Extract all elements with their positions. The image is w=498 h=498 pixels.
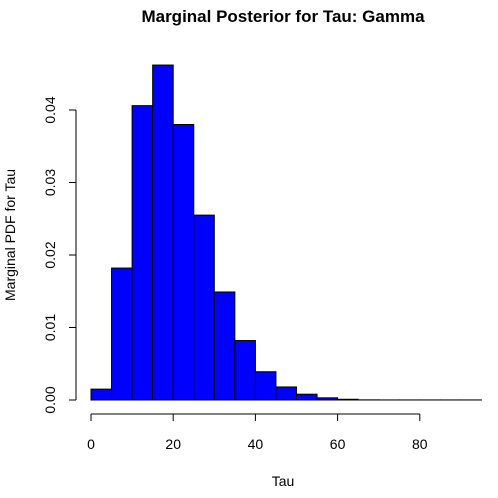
x-axis: 0 20 40 60 80 xyxy=(87,413,428,452)
histogram-bar xyxy=(193,214,215,401)
x-tick-label: 60 xyxy=(330,436,346,452)
x-tick-label: 80 xyxy=(412,436,428,452)
histogram-bar xyxy=(275,386,298,401)
histogram-bar xyxy=(90,388,113,401)
y-tick-label: 0.01 xyxy=(42,314,58,341)
histogram-bar xyxy=(337,398,359,401)
histogram-bar xyxy=(316,397,339,401)
histogram-bar xyxy=(213,291,236,401)
x-tick-label: 0 xyxy=(87,436,95,452)
x-tick-label: 40 xyxy=(248,436,264,452)
histogram-bar xyxy=(172,124,195,401)
y-axis-label: Marginal PDF for Tau xyxy=(2,169,18,301)
y-tick-label: 0.04 xyxy=(42,96,58,123)
histogram-bar xyxy=(296,393,318,401)
x-tick-label: 20 xyxy=(165,436,181,452)
bars-group xyxy=(90,64,482,401)
y-axis: 0.00 0.01 0.02 0.03 0.04 xyxy=(42,96,77,414)
histogram-bar xyxy=(131,105,154,401)
histogram-bar xyxy=(234,340,256,401)
histogram-bar xyxy=(152,64,174,401)
chart-title: Marginal Posterior for Tau: Gamma xyxy=(141,7,425,26)
x-axis-label: Tau xyxy=(272,473,295,489)
y-tick-label: 0.02 xyxy=(42,241,58,268)
histogram-bar xyxy=(111,267,133,401)
y-tick-label: 0.03 xyxy=(42,169,58,196)
y-tick-label: 0.00 xyxy=(42,386,58,413)
histogram-bar xyxy=(254,371,277,401)
